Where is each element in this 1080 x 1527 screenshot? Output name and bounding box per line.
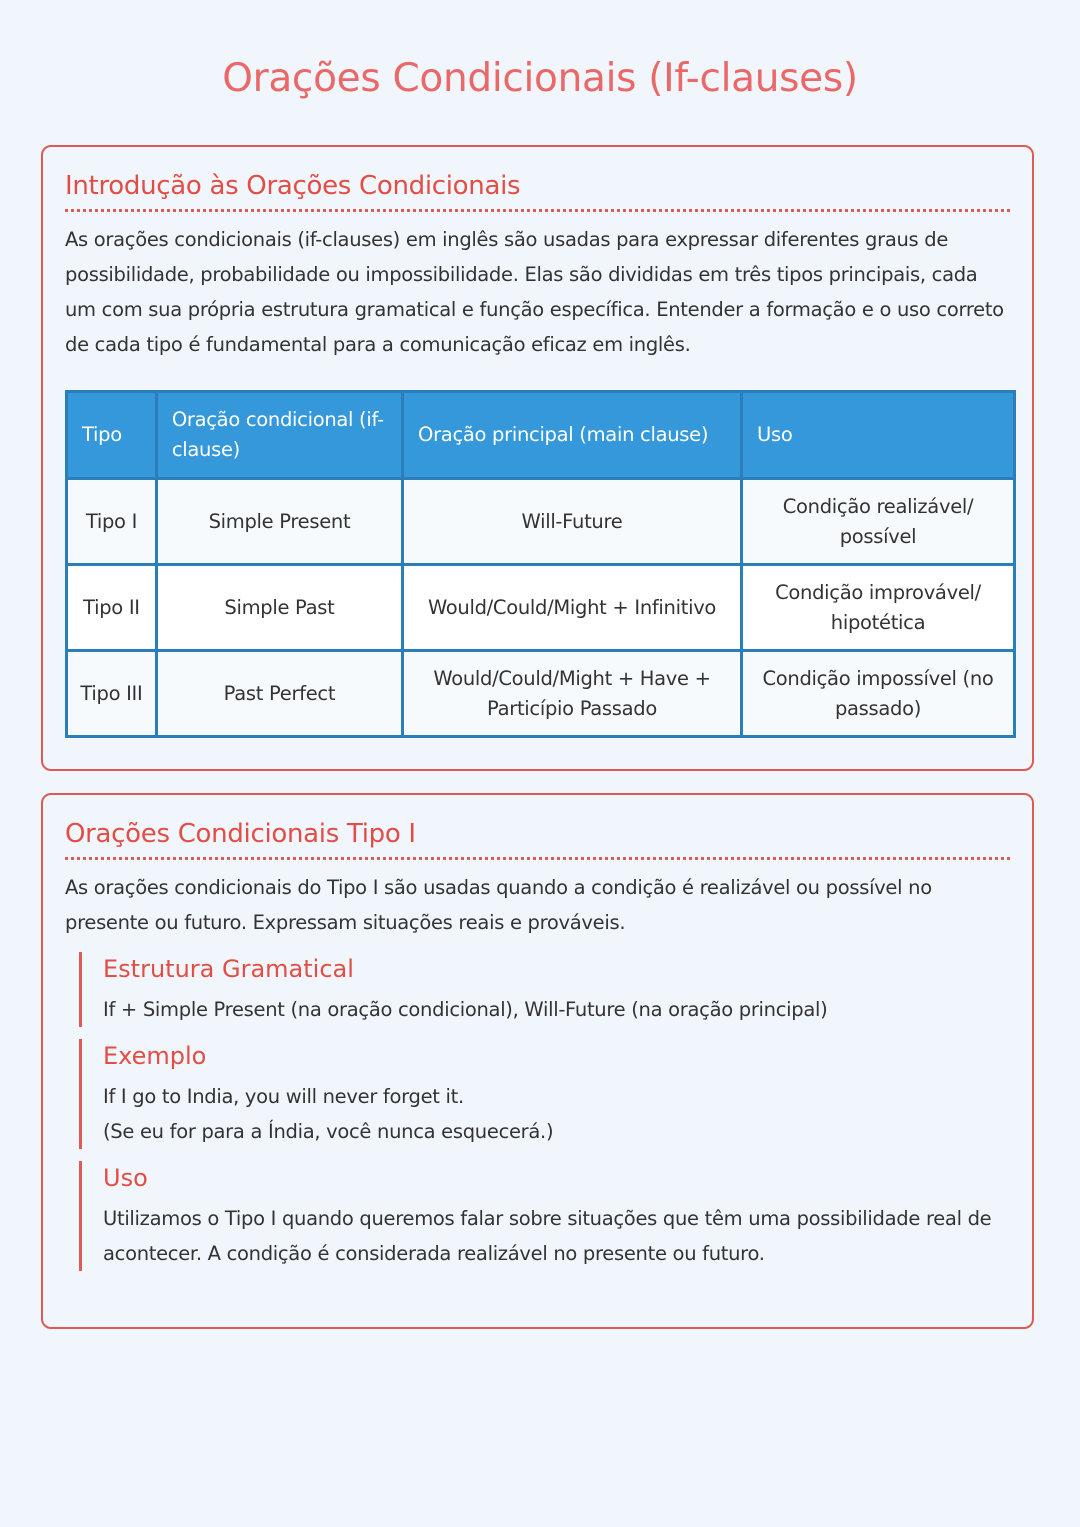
structure-section: Estrutura Gramatical If + Simple Present… [79, 952, 1010, 1027]
table-cell: Tipo I [65, 477, 158, 566]
table-cell: Tipo III [65, 649, 158, 738]
section-heading: Exemplo [103, 1042, 207, 1070]
table-row: Tipo II Simple Past Would/Could/Might + … [65, 563, 1016, 652]
header-cell: Uso [740, 390, 1016, 480]
header-cell: Oração condicional (if-clause) [154, 390, 405, 480]
header-cell: Oração principal (main clause) [401, 390, 743, 480]
section-heading: Uso [103, 1164, 148, 1192]
table-cell: Condição realizável/ possível [740, 477, 1016, 566]
intro-heading: Introdução às Orações Condicionais [65, 169, 1010, 212]
table-header-row: Tipo Oração condicional (if-clause) Oraç… [65, 390, 1016, 480]
table-cell: Simple Past [154, 563, 405, 652]
tipo1-text: As orações condicionais do Tipo I são us… [65, 876, 932, 934]
tipo1-heading: Orações Condicionais Tipo I [65, 817, 1010, 860]
table-row: Tipo III Past Perfect Would/Could/Might … [65, 649, 1016, 738]
table-cell: Condição impossível (no passado) [740, 649, 1016, 738]
table-cell: Will-Future [401, 477, 743, 566]
intro-text: As orações condicionais (if-clauses) em … [65, 228, 1004, 356]
intro-card: Introdução às Orações Condicionais As or… [41, 145, 1034, 771]
section-line: Utilizamos o Tipo I quando queremos fala… [103, 1207, 992, 1265]
section-line: If I go to India, you will never forget … [103, 1085, 464, 1108]
tipo1-card: Orações Condicionais Tipo I As orações c… [41, 793, 1034, 1329]
section-line: If + Simple Present (na oração condicion… [103, 998, 828, 1021]
table-row: Tipo I Simple Present Will-Future Condiç… [65, 477, 1016, 566]
table-cell: Simple Present [154, 477, 405, 566]
page-title: Orações Condicionais (If-clauses) [222, 56, 858, 101]
section-heading: Estrutura Gramatical [103, 955, 354, 983]
section-line: (Se eu for para a Índia, você nunca esqu… [103, 1120, 554, 1143]
table-cell: Would/Could/Might + Infinitivo [401, 563, 743, 652]
table-cell: Past Perfect [154, 649, 405, 738]
table-cell: Tipo II [65, 563, 158, 652]
conditionals-table: Tipo Oração condicional (if-clause) Oraç… [65, 390, 1016, 738]
usage-section: Uso Utilizamos o Tipo I quando queremos … [79, 1161, 1010, 1271]
header-cell: Tipo [65, 390, 158, 480]
example-section: Exemplo If I go to India, you will never… [79, 1039, 1010, 1149]
table-cell: Would/Could/Might + Have + Particípio Pa… [401, 649, 743, 738]
table-cell: Condição improvável/ hipotética [740, 563, 1016, 652]
